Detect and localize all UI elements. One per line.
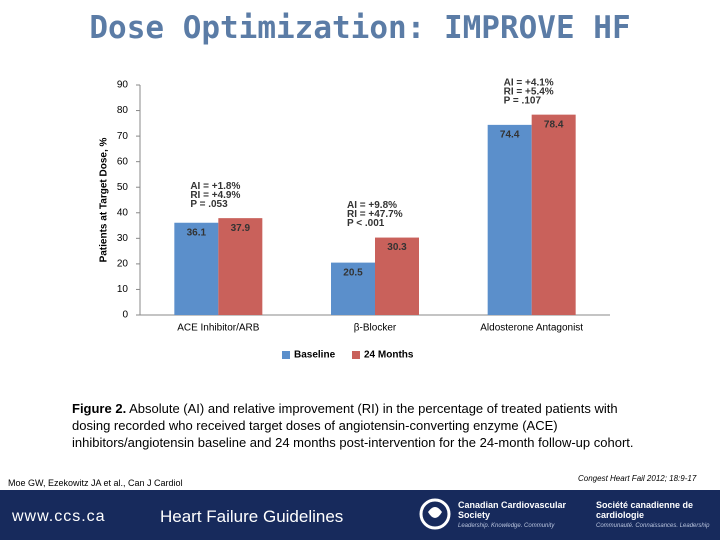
value-label: 20.5 [343, 267, 363, 278]
bar [218, 218, 263, 315]
bar [531, 114, 576, 315]
y-tick-label: 20 [117, 259, 129, 270]
caption: Figure 2. Absolute (AI) and relative imp… [72, 400, 642, 451]
bar [331, 262, 375, 315]
x-tick-label: β-Blocker [354, 323, 397, 334]
y-tick-label: 50 [117, 182, 129, 193]
annotation: AI = +4.1% [504, 77, 554, 88]
annotation: RI = +4.9% [190, 190, 240, 201]
legend-label: Baseline [294, 350, 336, 361]
annotation: RI = +47.7% [347, 209, 403, 220]
logo-icon [419, 498, 451, 530]
y-tick-label: 70 [117, 131, 129, 142]
x-tick-label: Aldosterone Antagonist [480, 323, 583, 334]
annotation: P = .107 [504, 95, 542, 106]
bar [174, 222, 219, 315]
value-label: 36.1 [187, 227, 207, 238]
bar [487, 124, 532, 315]
citation: Moe GW, Ezekowitz JA et al., Can J Cardi… [8, 478, 183, 488]
y-tick-label: 90 [117, 80, 129, 91]
bar [375, 237, 419, 315]
value-label: 30.3 [387, 242, 407, 253]
annotation: P = .053 [190, 199, 228, 210]
slide-title: Dose Optimization: IMPROVE HF [89, 10, 631, 46]
tag-fr: Communauté. Connaissances. Leadership [596, 523, 710, 529]
legend-label: 24 Months [364, 350, 414, 361]
chart: Patients at Target Dose, % 0 10 20 30 40 50 60 7… [99, 77, 610, 361]
value-label: 78.4 [544, 119, 564, 130]
y-tick-label: 60 [117, 156, 129, 167]
y-tick-label: 80 [117, 105, 129, 116]
annotation: AI = +9.8% [347, 200, 397, 211]
tag-en: Leadership. Knowledge. Community [458, 523, 555, 529]
x-tick-label: ACE Inhibitor/ARB [177, 323, 260, 334]
annotation: P < .001 [347, 218, 385, 229]
source: Congest Heart Fail 2012; 18:9-17 [578, 474, 697, 483]
caption-text: Absolute (AI) and relative improvement (… [72, 401, 634, 450]
annotation: RI = +5.4% [504, 86, 554, 97]
footer-url[interactable]: www.ccs.ca [12, 508, 106, 525]
org-fr: Société canadienne de cardiologie [596, 500, 694, 520]
y-tick-label: 0 [122, 310, 128, 321]
value-label: 74.4 [500, 130, 520, 141]
footer-title: Heart Failure Guidelines [160, 507, 344, 526]
caption-label: Figure 2. [72, 401, 127, 416]
y-tick-label: 40 [117, 207, 129, 218]
y-tick-label: 30 [117, 233, 129, 244]
value-label: 37.9 [231, 223, 251, 234]
org-en: Canadian Cardiovascular Society [458, 500, 567, 520]
legend-swatch [352, 351, 360, 359]
legend-swatch [282, 351, 290, 359]
annotation: AI = +1.8% [190, 181, 240, 192]
y-axis-label: Patients at Target Dose, % [99, 137, 110, 262]
footer-band [0, 490, 720, 540]
y-tick-label: 10 [117, 284, 129, 295]
